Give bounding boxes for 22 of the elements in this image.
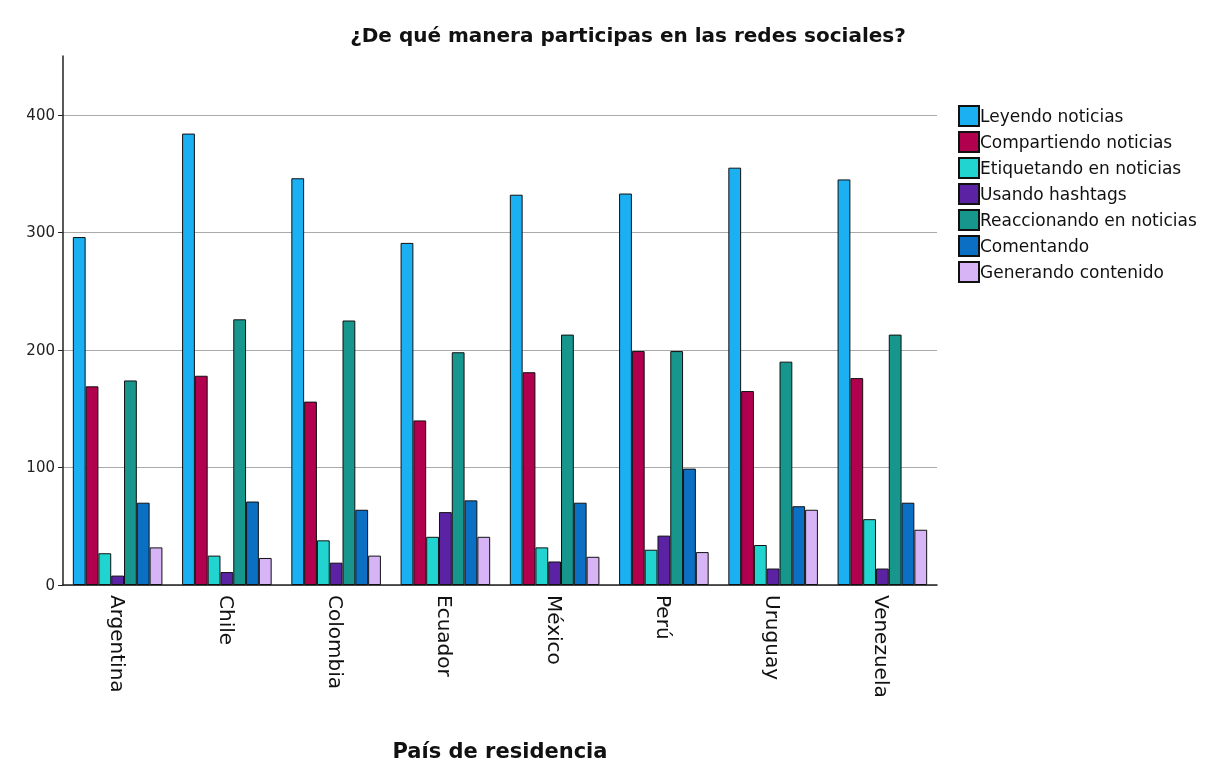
x-tick-label: Argentina xyxy=(105,595,130,693)
x-tick-label: Chile xyxy=(214,595,239,646)
legend-label: Compartiendo noticias xyxy=(980,132,1173,152)
x-tick-label: Perú xyxy=(651,595,676,640)
legend-label: Leyendo noticias xyxy=(980,106,1124,126)
y-tick-label: 200 xyxy=(26,340,55,359)
x-tick-label: Venezuela xyxy=(870,595,895,698)
y-tick-label: 400 xyxy=(26,105,55,124)
legend-label: Usando hashtags xyxy=(980,184,1127,204)
x-tick-label: Ecuador xyxy=(433,595,458,678)
x-axis-title: País de residencia xyxy=(392,738,608,763)
y-tick-label: 100 xyxy=(26,458,55,477)
legend-label: Etiquetando en noticias xyxy=(980,158,1182,178)
y-tick-label: 0 xyxy=(45,576,55,594)
chart-title: ¿De qué manera participas en las redes sociales? xyxy=(350,23,906,47)
x-tick-label: México xyxy=(542,595,567,665)
x-tick-label: Colombia xyxy=(324,595,349,689)
legend-label: Comentando xyxy=(980,236,1090,256)
y-tick-label: 300 xyxy=(26,223,55,242)
legend-label: Reaccionando en noticias xyxy=(980,210,1197,230)
legend-label: Generando contenido xyxy=(980,262,1164,282)
x-tick-label: Uruguay xyxy=(761,595,786,681)
